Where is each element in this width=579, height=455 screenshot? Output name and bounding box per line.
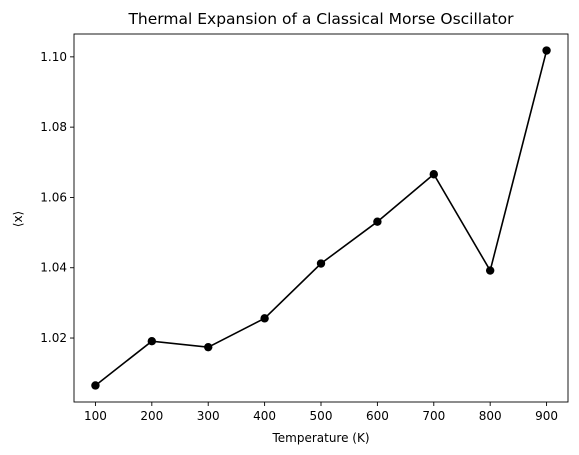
y-tick-label-1.02: 1.02: [40, 331, 67, 345]
y-tick-label-1.06: 1.06: [40, 190, 67, 204]
x-tick-label-300: 300: [197, 409, 220, 423]
data-point-400: [260, 314, 269, 323]
x-axis-label: Temperature (K): [271, 431, 369, 445]
data-point-600: [373, 217, 382, 226]
x-tick-label-600: 600: [366, 409, 389, 423]
data-point-300: [204, 342, 213, 352]
plot-area: 100 200 300 400 500 600 700 800 900 1.02 1.04 1.06 1…: [40, 33, 569, 423]
y-axis-label: ⟨x⟩: [11, 211, 25, 227]
data-point-800: [485, 266, 495, 275]
y-tick-label-1.08: 1.08: [40, 120, 67, 134]
chart-title: Thermal Expansion of a Classical Morse O…: [127, 10, 514, 28]
x-tick-label-900: 900: [535, 409, 558, 423]
y-tick-label-1.04: 1.04: [40, 261, 67, 275]
data-point-200: [147, 336, 157, 346]
x-tick-label-500: 500: [310, 409, 333, 423]
x-tick-label-400: 400: [253, 409, 276, 423]
data-point-900: [542, 46, 551, 55]
x-tick-label-100: 100: [84, 409, 107, 423]
x-tick-label-800: 800: [479, 409, 502, 423]
data-point-500: [316, 259, 326, 268]
x-tick-label-700: 700: [422, 409, 445, 423]
y-tick-label-1.10: 1.10: [40, 50, 67, 64]
series-line-0: [94, 50, 548, 387]
data-point-700: [429, 170, 438, 179]
x-tick-label-200: 200: [140, 409, 163, 423]
plot-frame: [73, 33, 569, 403]
data-point-100: [91, 381, 100, 390]
